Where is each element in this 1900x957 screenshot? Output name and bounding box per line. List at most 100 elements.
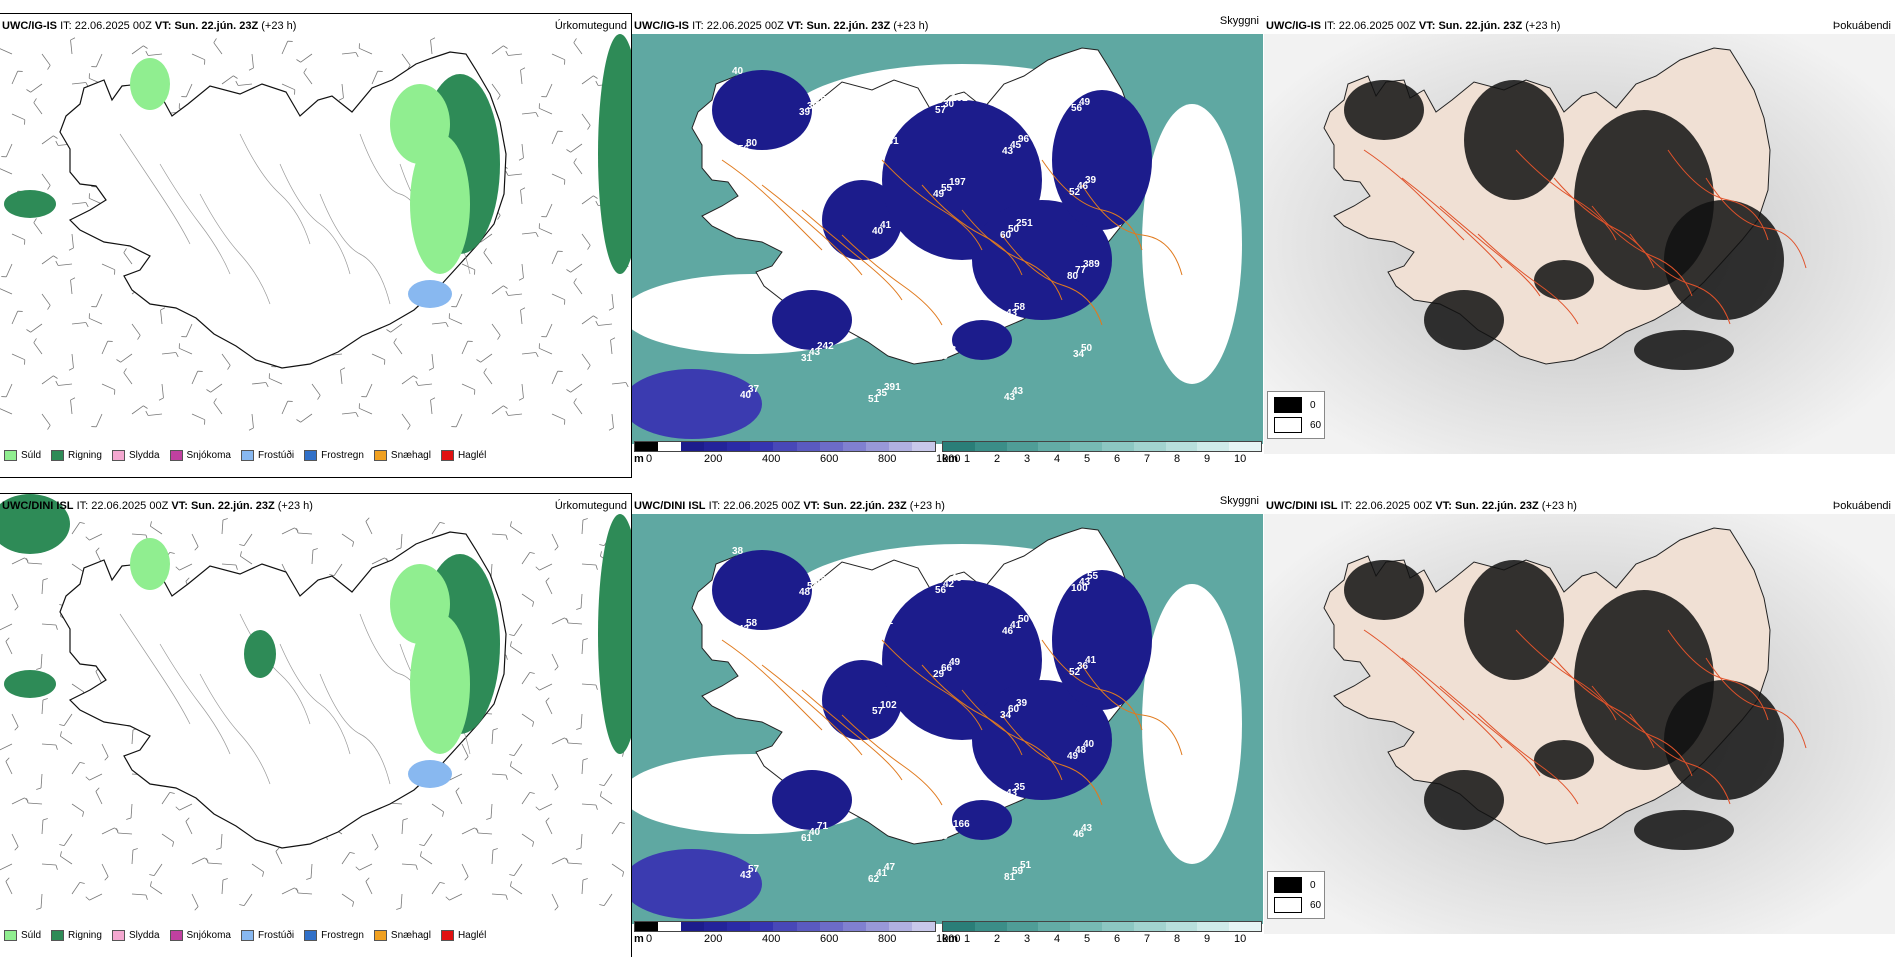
legend-swatch xyxy=(304,450,317,461)
cloudbase-value-label: 50 xyxy=(1018,614,1030,625)
panel-type-label: Þokuábendi xyxy=(1833,20,1891,32)
legend-swatch xyxy=(374,930,387,941)
cloudbase-value-label: 40 xyxy=(752,696,764,707)
cloudbase-value-label: 389 xyxy=(1083,259,1100,270)
visibility-tick: 1 xyxy=(964,453,970,465)
cloudbase-value-label: 40 xyxy=(1083,739,1095,750)
cloudbase-value-label: 166 xyxy=(953,819,970,830)
legend-label: Frostregn xyxy=(321,450,364,461)
panel-type-label: Úrkomutegund xyxy=(555,20,627,32)
panel-type-label: Skyggni xyxy=(1220,15,1259,27)
cloudbase-value-label: 41 xyxy=(819,737,831,748)
precip-legend: Súld Rigning Slydda Snjókoma Frostúði Frostre… xyxy=(4,930,486,941)
legend-label: Frostúði xyxy=(258,930,294,941)
cloudbase-value-label: 336 xyxy=(750,300,767,311)
precip-legend-item: Frostregn xyxy=(304,450,364,461)
legend-label: Frostregn xyxy=(321,930,364,941)
cloudbase-value-label: 38 xyxy=(732,546,744,557)
legend-label: Haglél xyxy=(458,930,486,941)
panel-header: UWC/IG-IS IT: 22.06.2025 00Z VT: Sun. 22… xyxy=(2,20,296,32)
panel-header: UWC/DINI ISL IT: 22.06.2025 00Z VT: Sun.… xyxy=(2,500,313,512)
precip-legend-item: Frostúði xyxy=(241,450,294,461)
precip-legend-item: Snæhagl xyxy=(374,930,431,941)
fog-panel-bottom: UWC/DINI ISL IT: 22.06.2025 00Z VT: Sun.… xyxy=(1264,494,1895,957)
cloudbase-value-label: 48 xyxy=(815,575,827,586)
cloudbase-value-label: 49 xyxy=(949,657,961,668)
legend-swatch xyxy=(51,450,64,461)
cloudbase-value-label: 39 xyxy=(1085,175,1097,186)
cloudbase-value-label: 37 xyxy=(750,780,762,791)
visibility-tick: 2 xyxy=(994,933,1000,945)
legend-swatch xyxy=(112,450,125,461)
fog-legend-item: 60 xyxy=(1274,897,1321,913)
cloudbase-tick: 0 xyxy=(646,933,652,945)
legend-swatch xyxy=(1274,897,1302,913)
cloudbase-value-label: 52 xyxy=(813,179,825,190)
visibility-tick: 6 xyxy=(1114,933,1120,945)
visibility-tick: 8 xyxy=(1174,453,1180,465)
legend-label: Snjókoma xyxy=(187,930,231,941)
cloudbase-value-label: 231 xyxy=(882,136,899,147)
visibility-tick: 4 xyxy=(1054,453,1060,465)
cloudbase-value-label: 50 xyxy=(1081,343,1093,354)
fog-legend-item: 0 xyxy=(1274,397,1316,413)
visibility-tick: 1 xyxy=(964,933,970,945)
fog-legend-item: 60 xyxy=(1274,417,1321,433)
precip-legend-item: Rigning xyxy=(51,930,102,941)
legend-swatch xyxy=(1274,417,1302,433)
cloudbase-value-label: 38 xyxy=(945,345,957,356)
legend-label: 0 xyxy=(1310,880,1316,891)
cloudbase-tick: 600 xyxy=(820,933,838,945)
fog-panel-top: UWC/IG-IS IT: 22.06.2025 00Z VT: Sun. 22… xyxy=(1264,14,1895,477)
fog-legend: 0 60 xyxy=(1267,871,1325,919)
cloudbase-value-label: 197 xyxy=(949,177,966,188)
precip-map xyxy=(0,494,631,957)
legend-swatch xyxy=(112,930,125,941)
cloudbase-unit: m xyxy=(634,453,644,465)
panel-type-label: Úrkomutegund xyxy=(555,500,627,512)
visibility-tick: 6 xyxy=(1114,453,1120,465)
cloudbase-value-label: 71 xyxy=(817,821,829,832)
cloudbase-tick: 400 xyxy=(762,933,780,945)
precip-legend-item: Súld xyxy=(4,930,41,941)
fog-map xyxy=(1264,494,1895,957)
legend-swatch xyxy=(4,450,17,461)
cloudbase-value-label: 83 xyxy=(947,261,959,272)
cloudbase-value-label: 251 xyxy=(1016,218,1033,229)
cloudbase-value-label: 102 xyxy=(951,93,968,104)
cloudbase-value-label: 39 xyxy=(886,778,898,789)
cloudbase-value-label: 391 xyxy=(884,382,901,393)
panel-header: UWC/IG-IS IT: 22.06.2025 00Z VT: Sun. 22… xyxy=(634,20,928,32)
visibility-colorbar xyxy=(942,441,1262,452)
visibility-tick: 7 xyxy=(1144,933,1150,945)
legend-label: Slydda xyxy=(129,930,160,941)
cloudbase-value-label: 49 xyxy=(951,573,963,584)
panel-header: UWC/DINI ISL IT: 22.06.2025 00Z VT: Sun.… xyxy=(634,500,945,512)
panel-header: UWC/IG-IS IT: 22.06.2025 00Z VT: Sun. 22… xyxy=(1266,20,1560,32)
cloudbase-visibility-panel-top: UWC/IG-IS IT: 22.06.2025 00Z VT: Sun. 22… xyxy=(632,14,1263,477)
cloudbase-value-label: 73 xyxy=(811,263,823,274)
legend-swatch xyxy=(4,930,17,941)
precip-legend-item: Haglél xyxy=(441,930,486,941)
cloudbase-value-label: 37 xyxy=(748,384,760,395)
cloudbase-value-label: 58 xyxy=(1014,302,1026,313)
cloudbase-value-label: 43 xyxy=(1012,386,1024,397)
fog-map xyxy=(1264,14,1895,477)
cloudbase-colorbar xyxy=(634,441,936,452)
panel-header: UWC/DINI ISL IT: 22.06.2025 00Z VT: Sun.… xyxy=(1266,500,1577,512)
cloudbase-value-label: 102 xyxy=(880,700,897,711)
visibility-tick: 9 xyxy=(1204,933,1210,945)
visibility-tick: 9 xyxy=(1204,453,1210,465)
cloudbase-value-label: 96 xyxy=(1018,134,1030,145)
precip-type-panel-top: UWC/IG-IS IT: 22.06.2025 00Z VT: Sun. 22… xyxy=(0,14,631,477)
cloudbase-colorbar xyxy=(634,921,936,932)
cloudbase-value-label: 39 xyxy=(1016,698,1028,709)
cloudbase-value-label: 41 xyxy=(882,616,894,627)
legend-label: Súld xyxy=(21,450,41,461)
cloudbase-unit: m xyxy=(634,933,644,945)
visibility-tick: 3 xyxy=(1024,453,1030,465)
cloudbase-value-label: 154 xyxy=(815,95,832,106)
legend-label: Frostúði xyxy=(258,450,294,461)
